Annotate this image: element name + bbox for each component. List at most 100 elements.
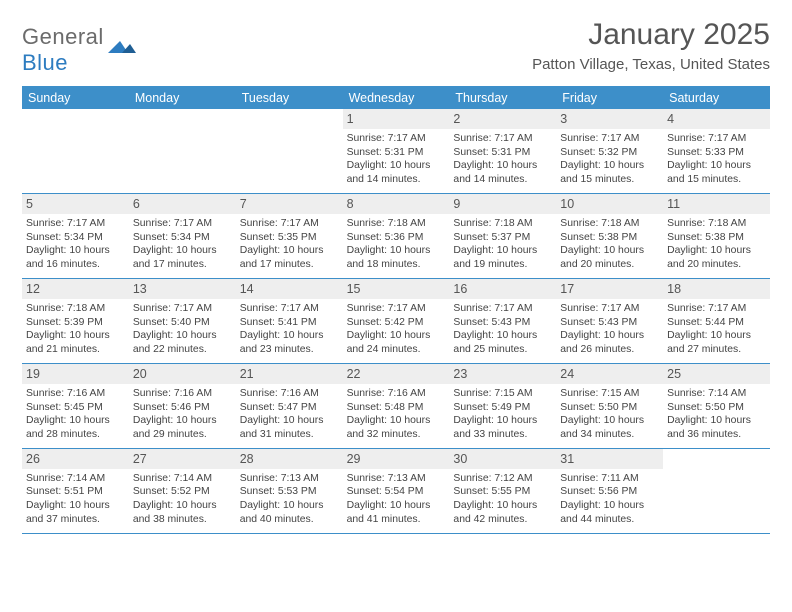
calendar-cell: 2Sunrise: 7:17 AMSunset: 5:31 PMDaylight… <box>449 109 556 193</box>
day-info: Sunrise: 7:17 AMSunset: 5:43 PMDaylight:… <box>560 302 659 357</box>
calendar-cell: 28 Sunrise: 7:13 AMSunset: 5:53 PMDayligh… <box>236 449 343 533</box>
day-header: Thursday <box>449 86 556 109</box>
sunset-text: Sunset: 5:38 PM <box>667 231 766 245</box>
sunset-text: Sunset: 5:43 PM <box>453 316 552 330</box>
day-header: Sunday <box>22 86 129 109</box>
day-number: 1 <box>343 109 450 129</box>
day-number: 28 <box>236 449 343 469</box>
day-number: 21 <box>236 364 343 384</box>
sunrise-text: Sunrise: 7:18 AM <box>26 302 125 316</box>
calendar-cell: 4 Sunrise: 7:17 AMSunset: 5:33 PMDaylight… <box>663 109 770 193</box>
daylight-text: Daylight: 10 hours and 17 minutes. <box>240 244 339 271</box>
day-info: Sunrise: 7:17 AMSunset: 5:31 PMDaylight:… <box>453 132 552 187</box>
sunset-text: Sunset: 5:36 PM <box>347 231 446 245</box>
calendar-cell: 5Sunrise: 7:17 AMSunset: 5:34 PMDaylight… <box>22 194 129 278</box>
calendar-cell: 27 Sunrise: 7:14 AMSunset: 5:52 PMDayligh… <box>129 449 236 533</box>
sunrise-text: Sunrise: 7:15 AM <box>453 387 552 401</box>
daylight-text: Daylight: 10 hours and 15 minutes. <box>667 159 766 186</box>
day-number: 18 <box>663 279 770 299</box>
sunrise-text: Sunrise: 7:16 AM <box>347 387 446 401</box>
sunrise-text: Sunrise: 7:15 AM <box>560 387 659 401</box>
sunrise-text: Sunrise: 7:17 AM <box>453 132 552 146</box>
sunset-text: Sunset: 5:56 PM <box>560 485 659 499</box>
calendar-cell <box>22 109 129 193</box>
day-number: 15 <box>343 279 450 299</box>
calendar-cell <box>129 109 236 193</box>
calendar-cell: 12Sunrise: 7:18 AMSunset: 5:39 PMDayligh… <box>22 279 129 363</box>
calendar-cell: 20Sunrise: 7:16 AMSunset: 5:46 PMDayligh… <box>129 364 236 448</box>
calendar-cell: 14Sunrise: 7:17 AMSunset: 5:41 PMDayligh… <box>236 279 343 363</box>
day-info: Sunrise: 7:13 AMSunset: 5:54 PMDaylight:… <box>347 472 446 527</box>
sunset-text: Sunset: 5:33 PM <box>667 146 766 160</box>
day-number: 27 <box>129 449 236 469</box>
day-number: 30 <box>449 449 556 469</box>
daylight-text: Daylight: 10 hours and 24 minutes. <box>347 329 446 356</box>
title-block: January 2025 Patton Village, Texas, Unit… <box>532 18 770 73</box>
day-info: Sunrise: 7:16 AMSunset: 5:47 PMDaylight:… <box>240 387 339 442</box>
day-info: Sunrise: 7:13 AMSunset: 5:53 PMDaylight:… <box>240 472 339 527</box>
day-header: Wednesday <box>343 86 450 109</box>
day-number: 20 <box>129 364 236 384</box>
sunset-text: Sunset: 5:54 PM <box>347 485 446 499</box>
day-info: Sunrise: 7:17 AMSunset: 5:33 PMDaylight:… <box>667 132 766 187</box>
day-number: 4 <box>663 109 770 129</box>
day-number: 10 <box>556 194 663 214</box>
calendar-cell: 16 Sunrise: 7:17 AMSunset: 5:43 PMDayligh… <box>449 279 556 363</box>
sunset-text: Sunset: 5:44 PM <box>667 316 766 330</box>
day-info: Sunrise: 7:16 AMSunset: 5:48 PMDaylight:… <box>347 387 446 442</box>
day-info: Sunrise: 7:17 AMSunset: 5:42 PMDaylight:… <box>347 302 446 357</box>
day-number: 16 <box>449 279 556 299</box>
day-info: Sunrise: 7:14 AMSunset: 5:52 PMDaylight:… <box>133 472 232 527</box>
day-number: 9 <box>449 194 556 214</box>
daylight-text: Daylight: 10 hours and 41 minutes. <box>347 499 446 526</box>
calendar-week: 26Sunrise: 7:14 AMSunset: 5:51 PMDayligh… <box>22 449 770 534</box>
sunset-text: Sunset: 5:50 PM <box>560 401 659 415</box>
day-header: Friday <box>556 86 663 109</box>
calendar-cell: 22Sunrise: 7:16 AMSunset: 5:48 PMDayligh… <box>343 364 450 448</box>
day-info: Sunrise: 7:17 AMSunset: 5:32 PMDaylight:… <box>560 132 659 187</box>
day-info: Sunrise: 7:17 AMSunset: 5:44 PMDaylight:… <box>667 302 766 357</box>
sunrise-text: Sunrise: 7:17 AM <box>560 302 659 316</box>
calendar-week: 1Sunrise: 7:17 AMSunset: 5:31 PMDaylight… <box>22 109 770 194</box>
calendar-cell: 6Sunrise: 7:17 AMSunset: 5:34 PMDaylight… <box>129 194 236 278</box>
day-header: Monday <box>129 86 236 109</box>
daylight-text: Daylight: 10 hours and 21 minutes. <box>26 329 125 356</box>
sunrise-text: Sunrise: 7:18 AM <box>453 217 552 231</box>
daylight-text: Daylight: 10 hours and 14 minutes. <box>453 159 552 186</box>
day-number: 24 <box>556 364 663 384</box>
calendar-cell: 30 Sunrise: 7:12 AMSunset: 5:55 PMDayligh… <box>449 449 556 533</box>
sunrise-text: Sunrise: 7:12 AM <box>453 472 552 486</box>
daylight-text: Daylight: 10 hours and 44 minutes. <box>560 499 659 526</box>
daylight-text: Daylight: 10 hours and 19 minutes. <box>453 244 552 271</box>
sunset-text: Sunset: 5:51 PM <box>26 485 125 499</box>
sunset-text: Sunset: 5:34 PM <box>133 231 232 245</box>
day-info: Sunrise: 7:12 AMSunset: 5:55 PMDaylight:… <box>453 472 552 527</box>
sunrise-text: Sunrise: 7:18 AM <box>560 217 659 231</box>
calendar-cell: 19Sunrise: 7:16 AMSunset: 5:45 PMDayligh… <box>22 364 129 448</box>
daylight-text: Daylight: 10 hours and 31 minutes. <box>240 414 339 441</box>
sunrise-text: Sunrise: 7:16 AM <box>133 387 232 401</box>
calendar-cell: 9Sunrise: 7:18 AMSunset: 5:37 PMDaylight… <box>449 194 556 278</box>
logo: General Blue <box>22 24 138 76</box>
daylight-text: Daylight: 10 hours and 32 minutes. <box>347 414 446 441</box>
day-number: 13 <box>129 279 236 299</box>
calendar-cell: 13Sunrise: 7:17 AMSunset: 5:40 PMDayligh… <box>129 279 236 363</box>
daylight-text: Daylight: 10 hours and 16 minutes. <box>26 244 125 271</box>
calendar-cell: 21 Sunrise: 7:16 AMSunset: 5:47 PMDayligh… <box>236 364 343 448</box>
daylight-text: Daylight: 10 hours and 25 minutes. <box>453 329 552 356</box>
sunrise-text: Sunrise: 7:17 AM <box>26 217 125 231</box>
sunset-text: Sunset: 5:32 PM <box>560 146 659 160</box>
calendar-cell: 24 Sunrise: 7:15 AMSunset: 5:50 PMDayligh… <box>556 364 663 448</box>
day-info: Sunrise: 7:17 AMSunset: 5:43 PMDaylight:… <box>453 302 552 357</box>
daylight-text: Daylight: 10 hours and 26 minutes. <box>560 329 659 356</box>
daylight-text: Daylight: 10 hours and 14 minutes. <box>347 159 446 186</box>
daylight-text: Daylight: 10 hours and 38 minutes. <box>133 499 232 526</box>
calendar-cell: 10Sunrise: 7:18 AMSunset: 5:38 PMDayligh… <box>556 194 663 278</box>
sunrise-text: Sunrise: 7:13 AM <box>347 472 446 486</box>
sunrise-text: Sunrise: 7:17 AM <box>453 302 552 316</box>
calendar-cell: 23Sunrise: 7:15 AMSunset: 5:49 PMDayligh… <box>449 364 556 448</box>
sunset-text: Sunset: 5:34 PM <box>26 231 125 245</box>
daylight-text: Daylight: 10 hours and 42 minutes. <box>453 499 552 526</box>
daylight-text: Daylight: 10 hours and 34 minutes. <box>560 414 659 441</box>
daylight-text: Daylight: 10 hours and 36 minutes. <box>667 414 766 441</box>
